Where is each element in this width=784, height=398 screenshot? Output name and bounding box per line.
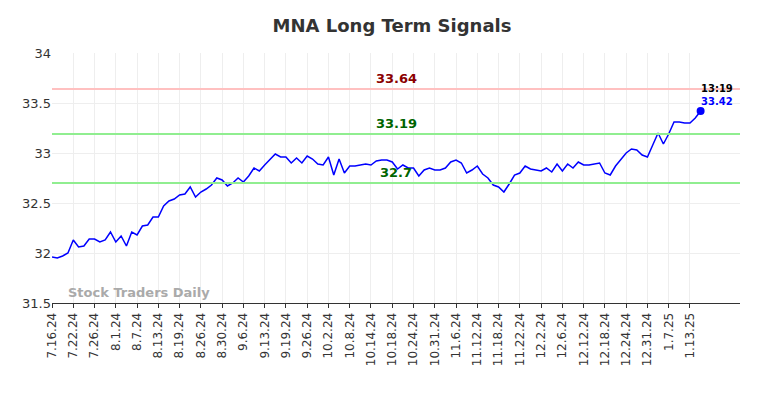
- svg-text:8.13.24: 8.13.24: [151, 313, 165, 359]
- svg-text:7.22.24: 7.22.24: [66, 313, 80, 359]
- svg-text:10.24.24: 10.24.24: [406, 313, 420, 366]
- svg-text:10.14.24: 10.14.24: [364, 313, 378, 366]
- svg-text:Stock Traders Daily: Stock Traders Daily: [68, 285, 210, 300]
- svg-text:8.30.24: 8.30.24: [215, 313, 229, 359]
- svg-text:1.7.25: 1.7.25: [662, 313, 676, 351]
- svg-text:33.5: 33.5: [22, 96, 51, 111]
- svg-text:7.26.24: 7.26.24: [87, 313, 101, 359]
- svg-text:11.6.24: 11.6.24: [449, 313, 463, 359]
- svg-text:12.31.24: 12.31.24: [640, 313, 654, 366]
- svg-text:13:19: 13:19: [701, 83, 733, 94]
- svg-text:10.2.24: 10.2.24: [321, 313, 335, 359]
- svg-text:31.5: 31.5: [22, 296, 51, 311]
- svg-text:9.26.24: 9.26.24: [300, 313, 314, 359]
- svg-text:8.26.24: 8.26.24: [194, 313, 208, 359]
- svg-text:12.12.24: 12.12.24: [577, 313, 591, 366]
- svg-text:10.8.24: 10.8.24: [343, 313, 357, 359]
- svg-text:32.5: 32.5: [22, 196, 51, 211]
- svg-text:8.19.24: 8.19.24: [172, 313, 186, 359]
- svg-text:12.2.24: 12.2.24: [534, 313, 548, 359]
- svg-text:12.18.24: 12.18.24: [598, 313, 612, 366]
- svg-text:33.64: 33.64: [376, 71, 417, 86]
- svg-text:7.16.24: 7.16.24: [45, 313, 59, 359]
- svg-text:12.6.24: 12.6.24: [555, 313, 569, 359]
- svg-text:10.31.24: 10.31.24: [428, 313, 442, 366]
- svg-text:32: 32: [34, 246, 51, 261]
- svg-text:8.1.24: 8.1.24: [109, 313, 123, 351]
- svg-text:9.6.24: 9.6.24: [236, 313, 250, 351]
- svg-text:MNA Long Term Signals: MNA Long Term Signals: [273, 15, 512, 36]
- svg-text:9.19.24: 9.19.24: [279, 313, 293, 359]
- svg-text:33.42: 33.42: [701, 96, 733, 107]
- svg-text:32.7: 32.7: [380, 165, 412, 180]
- svg-text:12.24.24: 12.24.24: [619, 313, 633, 366]
- svg-text:11.18.24: 11.18.24: [491, 313, 505, 366]
- svg-text:11.22.24: 11.22.24: [513, 313, 527, 366]
- svg-text:8.7.24: 8.7.24: [130, 313, 144, 351]
- svg-text:34: 34: [34, 46, 51, 61]
- svg-text:11.12.24: 11.12.24: [470, 313, 484, 366]
- svg-text:9.13.24: 9.13.24: [258, 313, 272, 359]
- svg-text:10.18.24: 10.18.24: [385, 313, 399, 366]
- svg-text:33: 33: [34, 146, 51, 161]
- svg-text:1.13.25: 1.13.25: [683, 313, 697, 359]
- svg-text:33.19: 33.19: [376, 116, 417, 131]
